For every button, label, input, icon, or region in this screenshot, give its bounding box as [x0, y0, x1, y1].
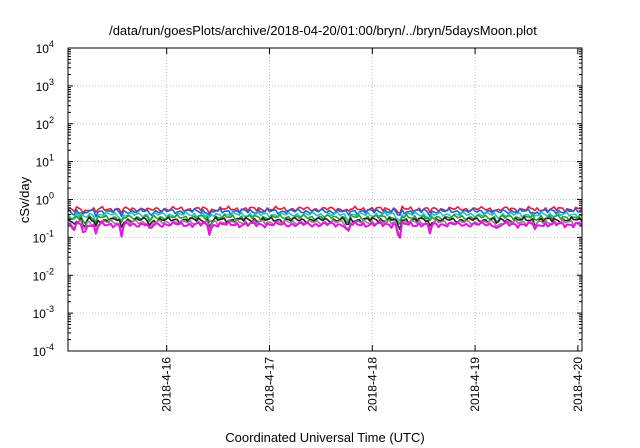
y-tick-exponent: -1: [46, 228, 54, 238]
y-tick-label: 104: [36, 39, 54, 56]
y-tick-base: 10: [33, 345, 47, 359]
series-line: [67, 216, 583, 231]
y-tick-exponent: -4: [46, 342, 54, 352]
y-tick-exponent: 4: [49, 39, 54, 49]
x-tick-label: 2018-4-19: [468, 357, 482, 412]
y-tick-exponent: -2: [46, 266, 54, 276]
y-tick-base: 10: [36, 156, 50, 170]
y-axis-label: cSv/day: [17, 176, 32, 223]
y-tick-exponent: 3: [49, 77, 54, 87]
series-line: [67, 218, 583, 238]
y-tick-base: 10: [36, 42, 50, 56]
y-tick-exponent: 1: [49, 153, 54, 163]
y-tick-base: 10: [33, 231, 47, 245]
y-tick-label: 10-4: [33, 342, 54, 359]
x-axis-label: Coordinated Universal Time (UTC): [225, 430, 424, 445]
series-line: [67, 213, 583, 225]
y-tick-exponent: 2: [49, 115, 54, 125]
y-tick-label: 103: [36, 77, 54, 94]
y-tick-label: 101: [36, 153, 54, 170]
series-line: [67, 220, 583, 239]
chart-title: /data/run/goesPlots/archive/2018-04-20/0…: [109, 23, 537, 38]
x-tick-label: 2018-4-20: [571, 357, 585, 412]
y-tick-label: 100: [36, 191, 54, 208]
y-tick-exponent: 0: [49, 191, 54, 201]
grid: [68, 48, 582, 351]
x-tick-label: 2018-4-16: [160, 357, 174, 412]
y-tick-base: 10: [36, 194, 50, 208]
x-tick-label: 2018-4-18: [365, 357, 379, 412]
y-tick-label: 10-1: [33, 228, 54, 245]
y-tick-label: 10-2: [33, 266, 54, 283]
y-tick-label: 10-3: [33, 304, 54, 321]
x-tick-label: 2018-4-17: [262, 357, 276, 412]
plot-frame: [67, 47, 583, 352]
y-tick-exponent: -3: [46, 304, 54, 314]
y-tick-base: 10: [33, 269, 47, 283]
x-axis: 2018-4-16 2018-4-17 2018-4-18 2018-4-19 2018…: [160, 48, 585, 412]
y-tick-base: 10: [36, 118, 50, 132]
series-group: [67, 205, 583, 239]
y-tick-base: 10: [33, 307, 47, 321]
y-tick-base: 10: [36, 80, 50, 94]
y-tick-label: 102: [36, 115, 54, 132]
